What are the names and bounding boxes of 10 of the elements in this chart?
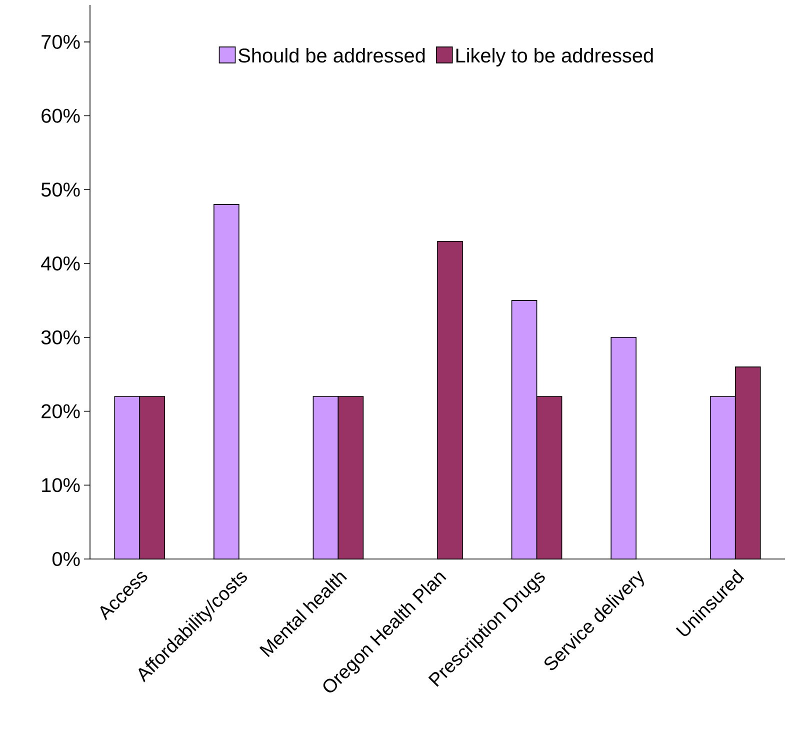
y-tick-label: 20% xyxy=(42,404,80,418)
y-tick-label: 10% xyxy=(42,478,80,492)
y-tick-label: 50% xyxy=(41,182,80,197)
legend-label: Likely to be addressed xyxy=(456,48,653,67)
y-tick-label: 40% xyxy=(41,256,80,271)
y-tick-label: 70% xyxy=(42,34,80,49)
legend-label: Should be addressed xyxy=(238,48,425,63)
y-tick-label: 0% xyxy=(52,552,80,566)
y-tick-label: 30% xyxy=(41,330,80,344)
y-tick-label: 60% xyxy=(42,108,80,123)
